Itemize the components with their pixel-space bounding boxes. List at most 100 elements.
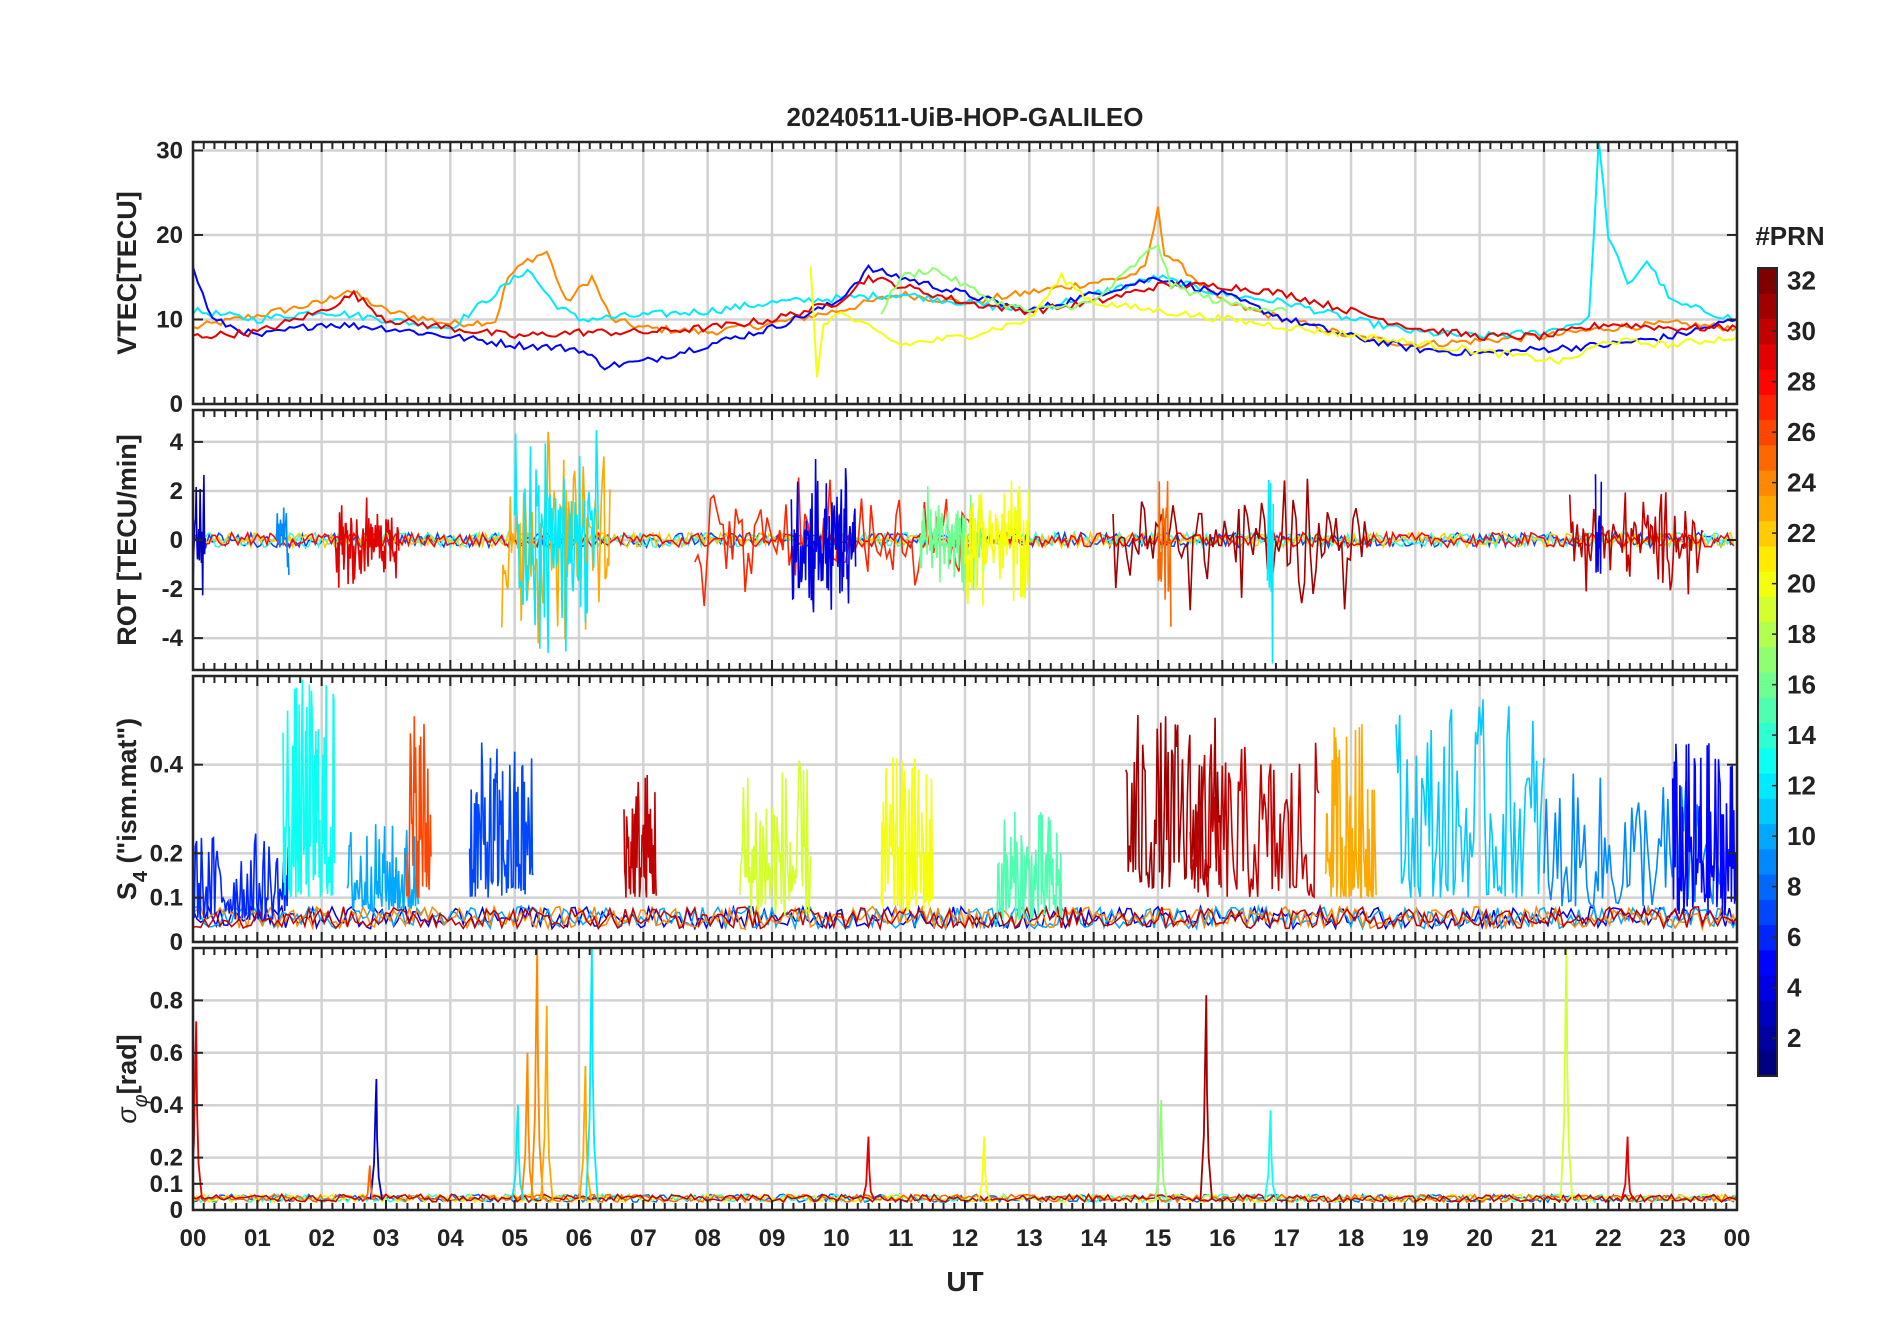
- colorbar-segment: [1758, 697, 1777, 724]
- rot-series-prn-12: [1266, 479, 1274, 664]
- y-tick-label: 2: [170, 478, 183, 505]
- colorbar-tick-label: 12: [1787, 771, 1816, 801]
- sigma-spike-prn-31: [1199, 995, 1213, 1200]
- colorbar-tick-label: 8: [1787, 872, 1801, 902]
- rot-series-prn-29: [333, 497, 400, 588]
- colorbar-segment: [1758, 571, 1777, 597]
- vtec-series-prn-29: [193, 274, 1737, 342]
- vtec-series-prn-5: [193, 263, 1737, 371]
- colorbar-segment: [1758, 747, 1777, 774]
- y-tick-label: 10: [156, 306, 183, 333]
- y-tick-label: -2: [162, 576, 183, 603]
- colorbar-segment: [1758, 419, 1777, 446]
- colorbar-segment: [1758, 1050, 1777, 1077]
- y-tick-label: 0.4: [150, 752, 184, 779]
- y-tick-label: 0.6: [150, 1040, 183, 1067]
- sigma-spike-prn-12: [585, 948, 599, 1200]
- colorbar-segment: [1758, 293, 1777, 320]
- x-tick-label: 16: [1209, 1225, 1236, 1252]
- sigma-spike-prn-25: [363, 1165, 376, 1201]
- colorbar-segment: [1758, 899, 1777, 926]
- x-tick-label: 03: [373, 1225, 400, 1252]
- s4-baseline-prn-30: [193, 903, 1737, 932]
- colorbar-tick-label: 4: [1787, 973, 1802, 1003]
- series-group: [193, 679, 1737, 932]
- y-tick-label: 0.1: [150, 1171, 183, 1198]
- colorbar-segment: [1758, 1025, 1777, 1052]
- y-tick-label: 20: [156, 222, 183, 249]
- x-axis-label: UT: [946, 1266, 983, 1297]
- colorbar-frame: [1757, 267, 1778, 1077]
- sigma-spike-prn-3: [369, 1078, 383, 1200]
- y-tick-label: 30: [156, 137, 183, 164]
- colorbar-tick-label: 18: [1787, 619, 1816, 649]
- colorbar-tick-label: 22: [1787, 518, 1816, 548]
- s4-series-prn-23: [1324, 724, 1377, 899]
- x-tick-label: 11: [888, 1225, 913, 1252]
- panel-s4: 0 0.1 0.2 0.4S4 ("ism.mat"): [112, 674, 1739, 956]
- s4-series-prn-7: [468, 742, 534, 898]
- colorbar-tick-label: 26: [1787, 417, 1816, 447]
- x-tick-label: 06: [566, 1225, 593, 1252]
- series-group: [193, 430, 1735, 664]
- x-tick-label: 05: [501, 1225, 528, 1252]
- x-tick-label: 04: [437, 1225, 464, 1252]
- colorbar-segment: [1758, 596, 1777, 623]
- s4-series-prn-6: [193, 833, 290, 920]
- rot-series-prn-27: [694, 477, 975, 607]
- y-tick-label: 0.2: [150, 840, 183, 867]
- y-tick-label: 0.8: [150, 987, 183, 1014]
- sigma-spike-prn-19: [1559, 948, 1574, 1200]
- x-tick-label: 13: [1016, 1225, 1043, 1252]
- y-axis-label: VTEC[TECU]: [112, 191, 142, 355]
- colorbar-segment: [1758, 646, 1777, 673]
- colorbar-segment: [1758, 672, 1777, 698]
- colorbar-segment: [1758, 823, 1777, 850]
- series-group: [193, 142, 1737, 378]
- rot-series-prn-16: [919, 486, 986, 591]
- x-tick-label: 08: [694, 1225, 721, 1252]
- x-tick-label: 23: [1659, 1225, 1686, 1252]
- x-tick-label: 21: [1531, 1225, 1558, 1252]
- rot-series-prn-3: [193, 474, 206, 596]
- x-tick-label: 01: [244, 1225, 271, 1252]
- x-tick-label: 09: [759, 1225, 786, 1252]
- colorbar-label: #PRN: [1755, 221, 1824, 251]
- rot-series-prn-25: [1157, 481, 1172, 627]
- x-tick-label: 14: [1080, 1225, 1107, 1252]
- s4-series-prn-15: [996, 811, 1063, 920]
- s4-series-prn-13: [282, 679, 336, 898]
- x-tick-label: 10: [823, 1225, 850, 1252]
- figure-title: 20240511-UiB-HOP-GALILEO: [787, 102, 1144, 132]
- colorbar-segment: [1758, 874, 1777, 900]
- series-group: [193, 948, 1737, 1204]
- x-tick-label: 17: [1273, 1225, 1300, 1252]
- panel-rot: -4 -2 0 2 4 ROT [TECU/min]: [112, 408, 1739, 672]
- x-tick-label: 15: [1145, 1225, 1172, 1252]
- colorbar-tick-label: 6: [1787, 922, 1801, 952]
- y-tick-label: -4: [162, 625, 184, 652]
- y-axis-label: S4 ("ism.mat"): [112, 718, 152, 900]
- colorbar-tick-label: 14: [1787, 720, 1816, 750]
- colorbar-segment: [1758, 545, 1777, 572]
- colorbar-segment: [1758, 949, 1777, 976]
- colorbar-segment: [1758, 975, 1777, 1001]
- s4-series-prn-20: [880, 757, 934, 912]
- sigma-spike-prn-20: [977, 1136, 991, 1200]
- sigma-spike-prn-29: [861, 1136, 876, 1200]
- rot-series-prn-4: [1594, 474, 1603, 574]
- y-axis-label: σφ[rad]: [112, 1034, 152, 1123]
- panel-vtec: 0 10 20 30 VTEC[TECU]: [112, 137, 1739, 418]
- y-tick-label: 0: [170, 1197, 183, 1224]
- colorbar-segment: [1758, 369, 1777, 395]
- y-tick-label: 0: [170, 929, 183, 956]
- colorbar-tick-label: 32: [1787, 266, 1816, 296]
- colorbar-tick-label: 20: [1787, 569, 1816, 599]
- sigma-spike-prn-24: [520, 1052, 535, 1200]
- rot-series-prn-30: [1568, 492, 1704, 595]
- x-tick-label: 20: [1466, 1225, 1493, 1252]
- s4-series-prn-11: [1395, 699, 1545, 898]
- colorbar-segment: [1758, 520, 1777, 547]
